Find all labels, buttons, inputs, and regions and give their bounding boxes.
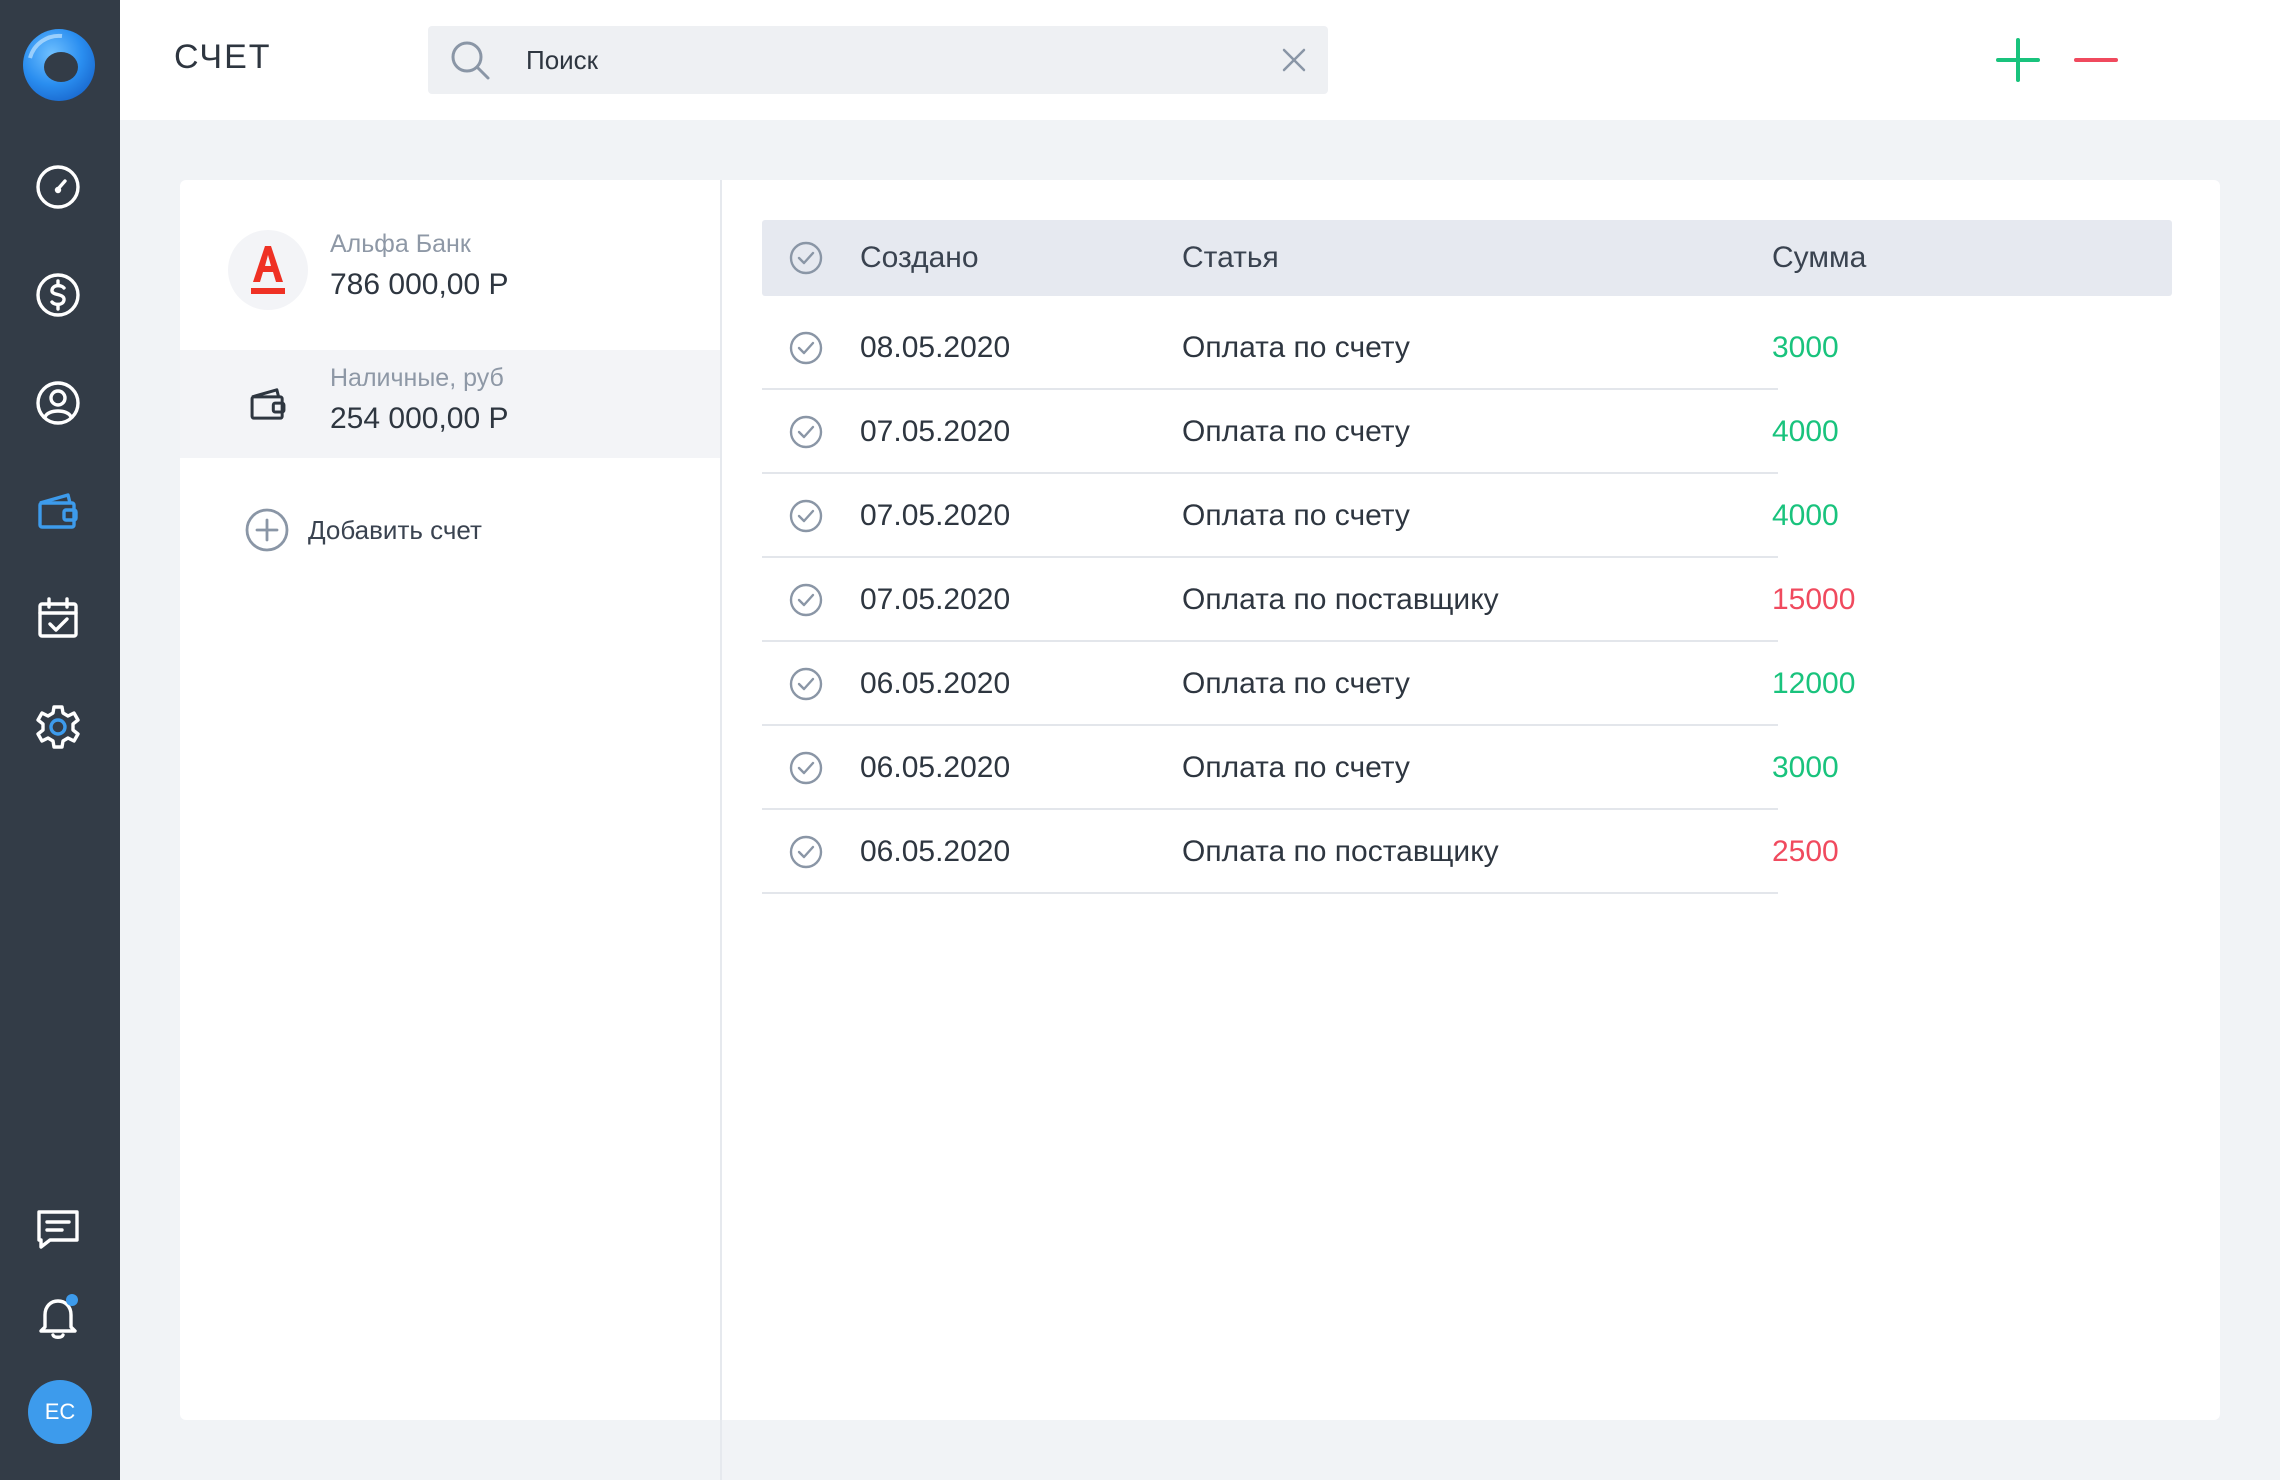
add-income-button[interactable] xyxy=(1994,36,2042,84)
row-article: Оплата по поставщику xyxy=(1182,835,1499,868)
account-name: Альфа Банк xyxy=(330,230,471,258)
row-divider xyxy=(762,472,1778,474)
alfa-bank-logo xyxy=(228,230,308,310)
row-date: 07.05.2020 xyxy=(860,583,1011,616)
search-input[interactable] xyxy=(526,26,1246,94)
dollar-icon[interactable] xyxy=(27,264,89,326)
row-article: Оплата по счету xyxy=(1182,331,1410,364)
row-divider xyxy=(762,724,1778,726)
row-check-icon[interactable] xyxy=(788,498,824,534)
table-row[interactable]: 06.05.2020 Оплата по счету 12000 xyxy=(762,642,2172,726)
row-article: Оплата по счету xyxy=(1182,415,1410,448)
row-divider xyxy=(762,808,1778,810)
row-date: 07.05.2020 xyxy=(860,499,1011,532)
table-row[interactable]: 07.05.2020 Оплата по поставщику 15000 xyxy=(762,558,2172,642)
row-check-icon[interactable] xyxy=(788,666,824,702)
row-amount: 4000 xyxy=(1772,499,1839,532)
wallet-icon xyxy=(228,364,308,444)
plus-circle-icon xyxy=(245,508,289,552)
add-account-label: Добавить счет xyxy=(308,514,482,545)
row-divider xyxy=(762,556,1778,558)
row-amount: 2500 xyxy=(1772,835,1839,868)
row-article: Оплата по счету xyxy=(1182,751,1410,784)
wallet-icon[interactable] xyxy=(27,480,89,542)
row-check-icon[interactable] xyxy=(788,582,824,618)
row-check-icon[interactable] xyxy=(788,834,824,870)
add-account-button[interactable]: Добавить счет xyxy=(244,506,482,554)
row-date: 08.05.2020 xyxy=(860,331,1011,364)
row-article: Оплата по поставщику xyxy=(1182,583,1499,616)
account-item-cash[interactable]: Наличные, руб 254 000,00 Р xyxy=(180,350,720,458)
user-icon[interactable] xyxy=(27,372,89,434)
bell-icon[interactable] xyxy=(27,1286,89,1348)
row-amount: 4000 xyxy=(1772,415,1839,448)
column-header-article[interactable]: Статья xyxy=(1182,241,1279,274)
row-article: Оплата по счету xyxy=(1182,667,1410,700)
account-name: Наличные, руб xyxy=(330,364,504,392)
avatar[interactable]: EC xyxy=(28,1380,92,1444)
column-header-created[interactable]: Создано xyxy=(860,241,979,274)
row-divider xyxy=(762,892,1778,894)
row-amount: 3000 xyxy=(1772,751,1839,784)
row-article: Оплата по счету xyxy=(1182,499,1410,532)
chat-icon[interactable] xyxy=(27,1198,89,1260)
dashboard-icon[interactable] xyxy=(27,156,89,218)
row-date: 06.05.2020 xyxy=(860,751,1011,784)
select-all-checkbox[interactable] xyxy=(788,240,824,276)
row-check-icon[interactable] xyxy=(788,750,824,786)
row-divider xyxy=(762,388,1778,390)
table-row[interactable]: 06.05.2020 Оплата по поставщику 2500 xyxy=(762,810,2172,894)
account-item-alfa[interactable]: Альфа Банк 786 000,00 Р xyxy=(180,216,720,324)
row-divider xyxy=(762,640,1778,642)
row-amount: 3000 xyxy=(1772,331,1839,364)
gear-icon[interactable] xyxy=(27,696,89,758)
table-header: Создано Статья Сумма xyxy=(762,220,2172,296)
row-check-icon[interactable] xyxy=(788,330,824,366)
panel-divider xyxy=(720,180,722,1480)
table-row[interactable]: 06.05.2020 Оплата по счету 3000 xyxy=(762,726,2172,810)
account-balance: 786 000,00 Р xyxy=(330,268,509,301)
account-balance: 254 000,00 Р xyxy=(330,402,509,435)
page-title: СЧЕТ xyxy=(174,38,272,76)
search-box[interactable] xyxy=(428,26,1328,94)
row-date: 06.05.2020 xyxy=(860,835,1011,868)
column-header-amount[interactable]: Сумма xyxy=(1772,241,1867,274)
table-row[interactable]: 08.05.2020 Оплата по счету 3000 xyxy=(762,306,2172,390)
calendar-check-icon[interactable] xyxy=(27,588,89,650)
row-date: 07.05.2020 xyxy=(860,415,1011,448)
row-check-icon[interactable] xyxy=(788,414,824,450)
top-bar: СЧЕТ xyxy=(120,0,2280,120)
close-icon[interactable] xyxy=(1278,44,1310,76)
search-icon xyxy=(451,41,490,80)
logo-icon[interactable] xyxy=(22,28,96,102)
add-expense-button[interactable] xyxy=(2072,36,2120,84)
row-amount: 12000 xyxy=(1772,667,1856,700)
sidebar: EC xyxy=(0,0,120,1480)
row-date: 06.05.2020 xyxy=(860,667,1011,700)
table-row[interactable]: 07.05.2020 Оплата по счету 4000 xyxy=(762,390,2172,474)
table-row[interactable]: 07.05.2020 Оплата по счету 4000 xyxy=(762,474,2172,558)
row-amount: 15000 xyxy=(1772,583,1856,616)
